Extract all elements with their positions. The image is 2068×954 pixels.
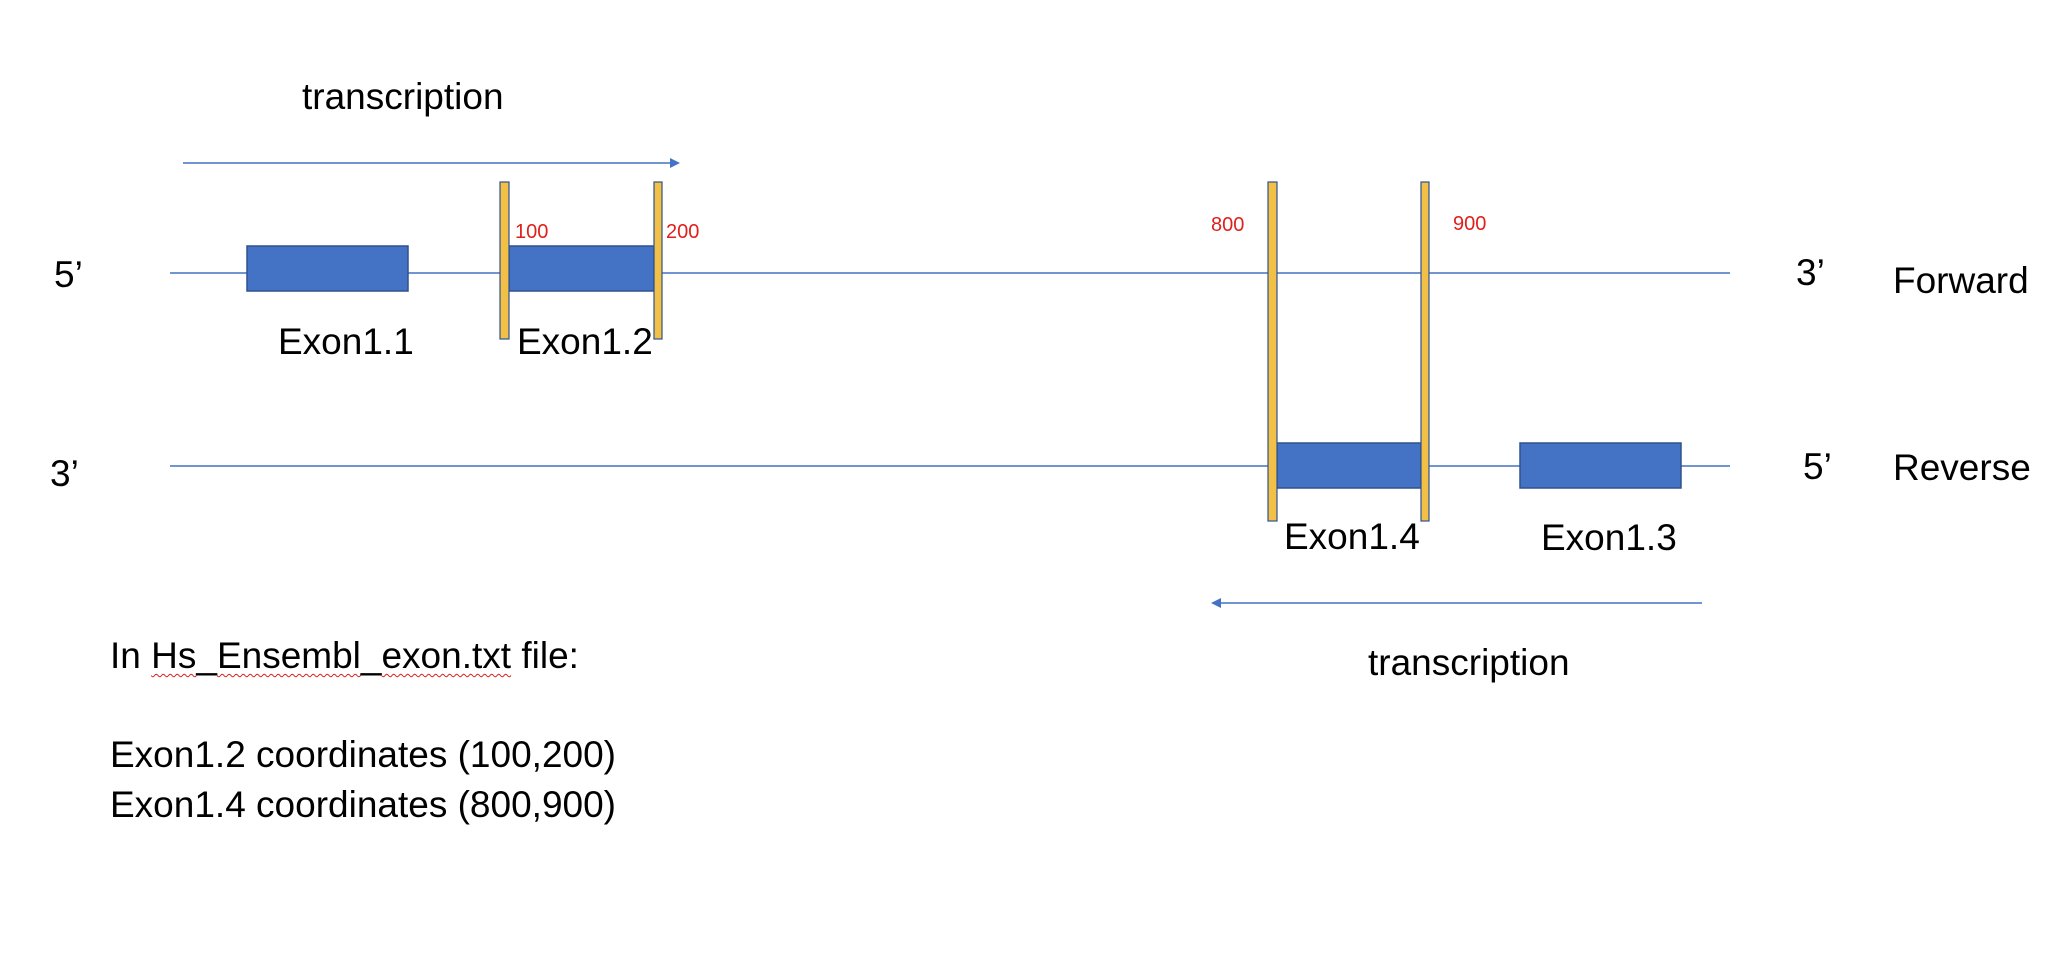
exon-1-2-label: Exon1.2 <box>517 321 653 362</box>
exon-1-1-box <box>246 245 409 292</box>
coordinate-marker-800 <box>1267 181 1278 522</box>
file-name-part-underscore-2: _ <box>360 635 382 676</box>
exon-1-3-label: Exon1.3 <box>1541 517 1677 558</box>
exon-1-3-box <box>1519 442 1682 489</box>
exon-1-2-coordinates-note: Exon1.2 coordinates (100,200) <box>110 734 617 775</box>
coordinate-marker-900 <box>1420 181 1430 522</box>
reverse-strand-label: Reverse <box>1893 447 2031 488</box>
exon-1-4-label: Exon1.4 <box>1284 516 1420 557</box>
exon-1-4-coordinates-note: Exon1.4 coordinates (800,900) <box>110 784 617 825</box>
forward-transcription-label: transcription <box>302 76 504 117</box>
file-name-part-ensembl: Ensembl <box>216 635 361 676</box>
reverse-five-prime-label: 5’ <box>1803 446 1832 487</box>
file-name-part-hs: Hs <box>151 635 197 676</box>
exon-1-1-label: Exon1.1 <box>278 321 414 362</box>
exon-1-4-box <box>1276 442 1422 489</box>
exon-1-2-box <box>508 245 655 292</box>
forward-three-prime-label: 3’ <box>1796 252 1825 293</box>
file-note-line: In Hs_Ensembl_exon.txt file: <box>110 637 579 674</box>
file-name-part-exon: exon.txt <box>381 635 512 676</box>
coordinate-label-200: 200 <box>666 221 700 243</box>
coordinate-marker-200 <box>653 181 663 340</box>
file-note-prefix: In <box>110 635 152 676</box>
coordinate-label-800: 800 <box>1211 214 1245 236</box>
forward-five-prime-label: 5’ <box>54 254 83 295</box>
forward-strand-label: Forward <box>1893 260 2029 301</box>
coordinate-marker-100 <box>499 181 510 340</box>
reverse-transcription-label: transcription <box>1368 642 1570 683</box>
file-name-part-underscore-1: _ <box>196 635 217 676</box>
coordinate-label-100: 100 <box>515 221 549 243</box>
file-note-suffix: file: <box>511 635 579 676</box>
reverse-three-prime-label: 3’ <box>50 453 79 494</box>
coordinate-label-900: 900 <box>1453 213 1487 235</box>
